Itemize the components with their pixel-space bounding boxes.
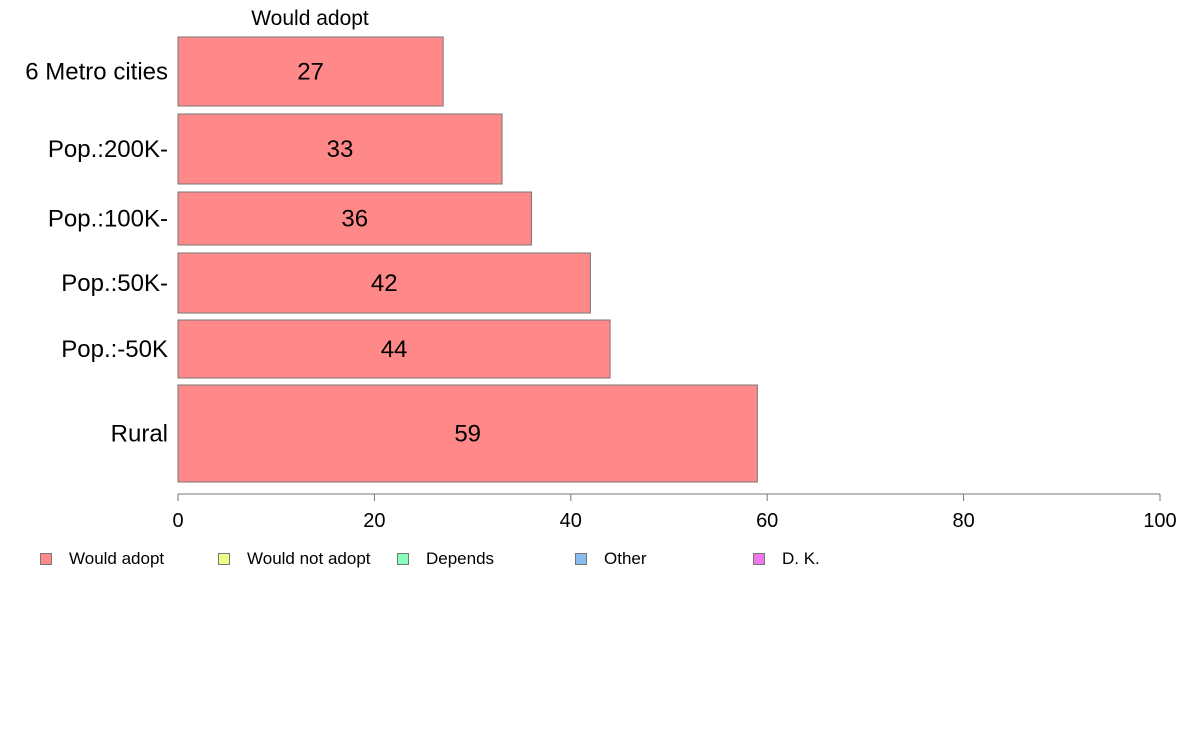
legend-label: Depends — [426, 549, 495, 568]
legend-label: Would not adopt — [247, 549, 371, 568]
legend-item: Would not adopt — [218, 548, 371, 570]
data-label: 36 — [341, 206, 368, 233]
data-label: 42 — [371, 270, 398, 297]
legend-item: Other — [575, 548, 647, 570]
category-label: Pop.:100K- — [48, 206, 168, 233]
legend-swatch — [753, 553, 765, 565]
bar — [177, 191, 533, 246]
category-label: Rural — [111, 421, 168, 448]
bar — [177, 319, 611, 379]
x-tick-label: 0 — [172, 510, 183, 532]
legend-swatch — [397, 553, 409, 565]
category-label: Pop.:200K- — [48, 136, 168, 163]
category-label: 6 Metro cities — [25, 59, 168, 86]
x-tick-label: 80 — [952, 510, 974, 532]
x-tick-label: 60 — [756, 510, 778, 532]
data-label: 59 — [454, 421, 481, 448]
bar — [177, 384, 758, 483]
legend-label: D. K. — [782, 549, 820, 568]
legend-label: Other — [604, 549, 647, 568]
bar — [177, 36, 444, 107]
legend-swatch — [218, 553, 230, 565]
legend-item: Would adopt — [40, 548, 164, 570]
bar-chart: Would adopt 27 6 Metro cities 33 Pop.:200K-… — [25, 7, 1177, 532]
bar — [177, 113, 503, 185]
legend-item: Depends — [397, 548, 494, 570]
category-label: Pop.:-50K — [61, 336, 168, 363]
category-label: Pop.:50K- — [61, 270, 168, 297]
x-tick-label: 100 — [1143, 510, 1176, 532]
bar — [177, 252, 591, 314]
x-axis: 0 20 40 60 80 100 — [172, 493, 1177, 532]
legend-item: D. K. — [753, 548, 820, 570]
data-label: 44 — [381, 336, 408, 363]
legend-swatch — [40, 553, 52, 565]
x-tick-label: 40 — [560, 510, 582, 532]
data-label: 27 — [297, 59, 324, 86]
x-tick-label: 20 — [363, 510, 385, 532]
bars-group: 27 6 Metro cities 33 Pop.:200K- 36 Pop.:100K-… — [25, 36, 758, 483]
legend-label: Would adopt — [69, 549, 165, 568]
chart-title: Would adopt — [251, 7, 369, 30]
chart-legend: Would adopt Would not adopt Depends Other D.… — [0, 548, 1188, 570]
data-label: 33 — [327, 136, 354, 163]
legend-swatch — [575, 553, 587, 565]
